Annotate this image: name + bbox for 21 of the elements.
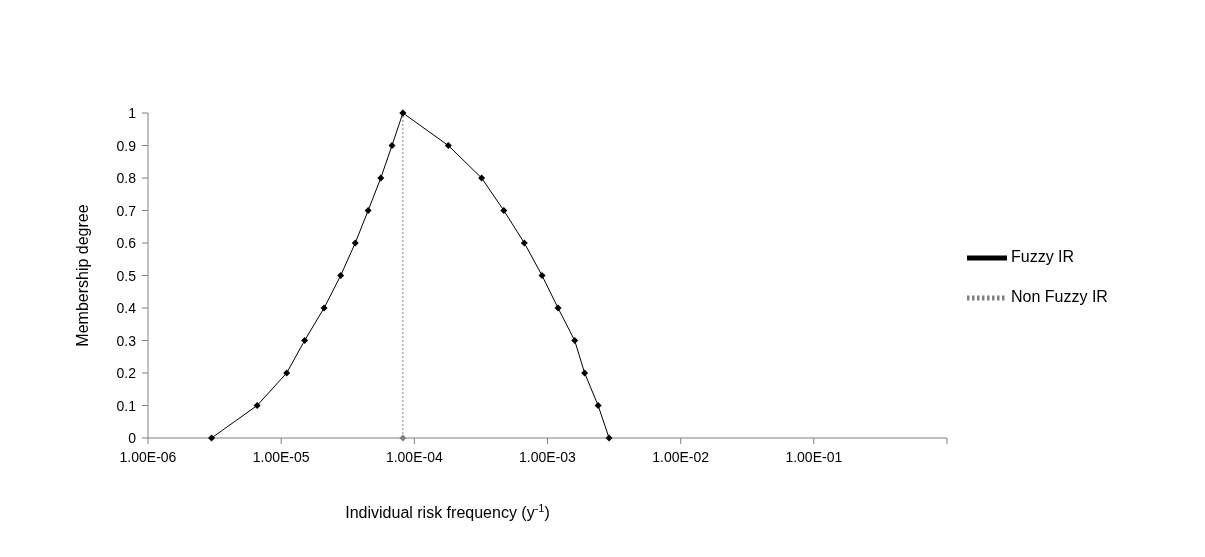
x-tick-label: 1.00E-03 [519,448,577,465]
y-tick-label: 0 [128,430,137,446]
y-tick-label: 1 [128,105,137,121]
y-tick-label: 0.7 [116,202,137,219]
legend-label: Fuzzy IR [1011,248,1075,266]
y-tick-label: 0.3 [116,332,137,349]
x-tick-label: 1.00E-04 [385,448,443,465]
y-tick-label: 0.8 [116,170,137,186]
y-tick-label: 0.1 [116,397,137,414]
x-tick-label: 1.00E-01 [785,448,843,465]
y-tick-label: 0.4 [116,300,137,316]
y-tick-label: 0.6 [116,235,137,251]
x-tick-label: 1.00E-06 [119,448,177,465]
x-axis-title: Individual risk frequency (y$^{-1}$) [345,502,550,521]
y-tick-label: 0.2 [116,365,137,381]
x-tick-label: 1.00E-02 [652,448,710,465]
x-tick-label: 1.00E-05 [252,448,310,465]
legend-label: Non Fuzzy IR [1011,288,1108,306]
y-axis-title: Membership degree [74,204,91,347]
y-tick-label: 0.9 [116,137,137,154]
y-tick-label: 0.5 [116,267,137,284]
